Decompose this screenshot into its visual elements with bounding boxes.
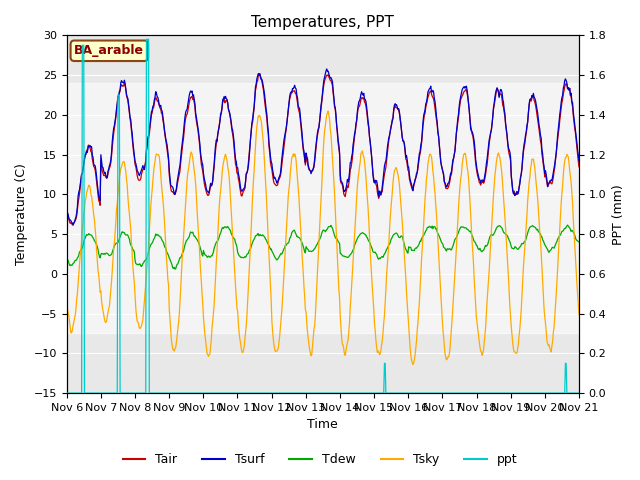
X-axis label: Time: Time (307, 419, 338, 432)
Title: Temperatures, PPT: Temperatures, PPT (252, 15, 394, 30)
Text: BA_arable: BA_arable (74, 44, 145, 57)
Bar (67, 83, 579, 334)
Y-axis label: PPT (mm): PPT (mm) (612, 184, 625, 245)
Y-axis label: Temperature (C): Temperature (C) (15, 163, 28, 265)
Legend: Tair, Tsurf, Tdew, Tsky, ppt: Tair, Tsurf, Tdew, Tsky, ppt (118, 448, 522, 471)
